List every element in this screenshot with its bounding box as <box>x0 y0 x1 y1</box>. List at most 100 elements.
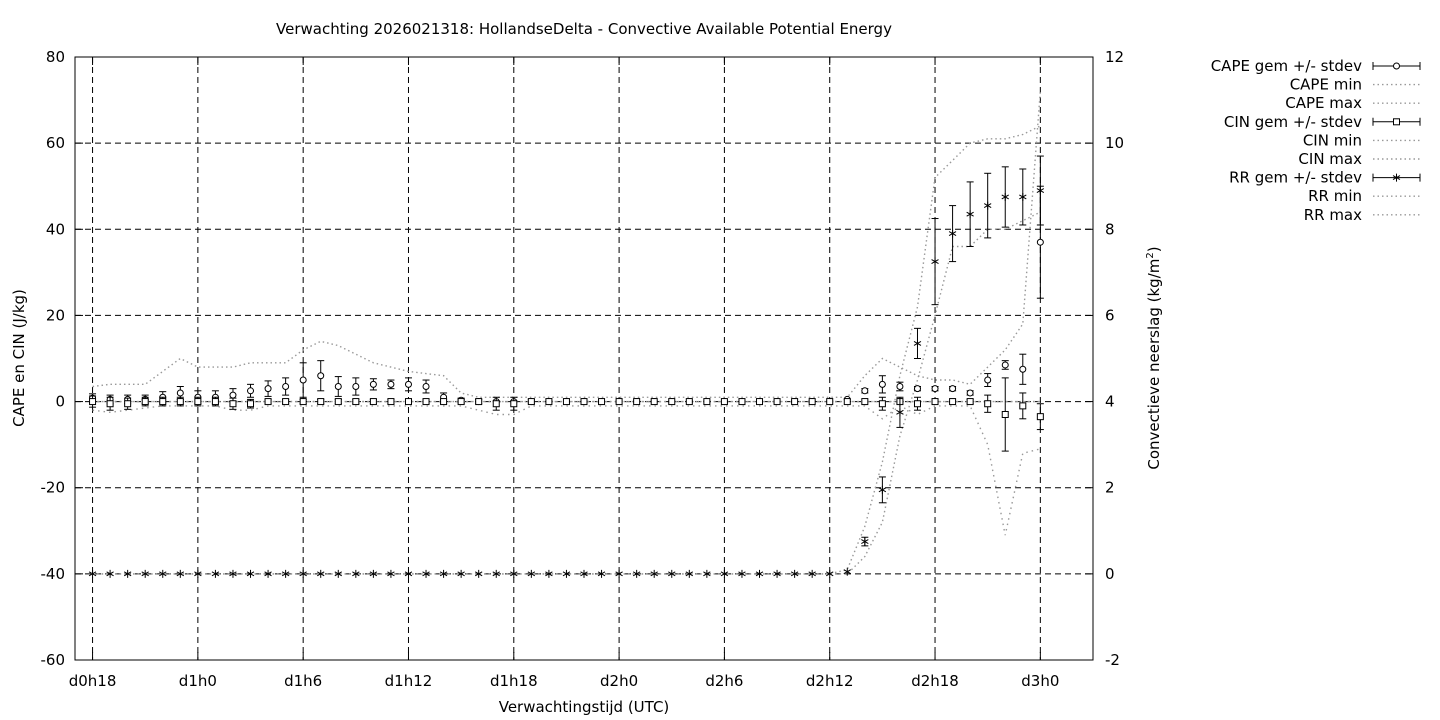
rr-mean-point <box>615 569 623 578</box>
cin-mean-point <box>808 398 816 406</box>
rr-mean-point-stroke <box>632 571 641 577</box>
cape-mean-point <box>984 376 992 384</box>
rr-mean-point-stroke <box>281 571 290 577</box>
legend-label-cape_min: CAPE min <box>1290 76 1362 94</box>
y2-axis-label: Convectieve neerslag (kg/m2) <box>1145 246 1163 469</box>
legend-label-cin_mean: CIN gem +/- stdev <box>1224 113 1362 131</box>
grid-lines <box>75 57 1093 660</box>
rr-mean-point <box>88 569 97 578</box>
rr-mean-point <box>861 537 869 546</box>
y2-axis-label-sup: 2 <box>1145 252 1156 258</box>
cin-mean-point <box>176 398 184 406</box>
rr-mean-point <box>580 569 588 578</box>
cin-mean-point <box>949 398 957 406</box>
plot-frame <box>74 56 1094 661</box>
cin-mean-point <box>878 400 886 408</box>
cape-mean-point <box>1019 365 1027 373</box>
legend-label-rr_min: RR min <box>1308 187 1362 205</box>
cin-mean-point <box>984 400 992 408</box>
legend-label-cape_mean: CAPE gem +/- stdev <box>1211 57 1362 75</box>
legend-label-cin_max: CIN max <box>1298 150 1362 168</box>
x-tick-label: d1h0 <box>179 672 217 690</box>
rr-mean-point <box>562 569 571 578</box>
rr-mean-point <box>1019 192 1027 201</box>
cape-mean-point <box>317 372 325 380</box>
rr-mean-point <box>159 569 167 578</box>
rr-mean-point-stroke <box>492 571 500 577</box>
rr-mean-point <box>316 569 325 578</box>
rr-mean-point-stroke <box>545 571 553 577</box>
rr-mean-point-stroke <box>229 571 237 577</box>
rr-mean-point-stroke <box>246 571 255 577</box>
cape-mean-point <box>878 380 886 388</box>
rr-mean-point <box>1036 186 1045 195</box>
rr-mean-point-stroke <box>159 571 167 577</box>
mean-markers <box>88 155 1045 578</box>
rr-mean-point-stroke <box>422 571 430 577</box>
rr-mean-point-stroke <box>474 571 483 577</box>
cin-mean-point <box>826 398 834 406</box>
cin-mean-point <box>194 398 202 406</box>
rr-mean-point <box>808 569 816 578</box>
x-tick-label: d2h6 <box>705 672 743 690</box>
cin-mean-point <box>457 398 465 406</box>
rr-mean-point-stroke <box>211 571 220 577</box>
rr-mean-point <box>755 569 764 578</box>
rr-mean-point <box>474 569 483 578</box>
cin-mean-point <box>440 398 448 406</box>
x-tick-label: d2h12 <box>806 672 854 690</box>
y-tick-label: 80 <box>46 48 65 66</box>
rr-mean-point <box>246 569 255 578</box>
cape-mean-point <box>352 382 360 390</box>
x-tick-label: d1h12 <box>385 672 433 690</box>
legend-sample-cin_mean-marker <box>1393 118 1400 126</box>
legend-sample-cape_mean <box>1372 62 1421 70</box>
rr-mean-point-stroke <box>983 203 992 209</box>
rr-mean-point <box>229 569 237 578</box>
rr-mean-point <box>738 569 746 578</box>
rr-mean-point-stroke <box>457 571 465 577</box>
cape-mean-point <box>966 389 974 397</box>
cape-mean-point <box>299 376 307 384</box>
cin-mean-point <box>106 400 114 408</box>
rr-mean-point-stroke <box>123 571 132 577</box>
rr-mean-point <box>632 569 641 578</box>
rr-mean-point <box>334 569 343 578</box>
cin-mean-point <box>562 398 570 406</box>
cin-mean-point <box>89 398 97 406</box>
y2-tick-label: 12 <box>1105 48 1124 66</box>
cape-mean-point <box>282 382 290 390</box>
rr-mean-point <box>404 569 413 578</box>
rr-mean-point <box>176 569 185 578</box>
legend-sample-cape_mean-marker <box>1393 62 1400 70</box>
rr-mean-point <box>1001 192 1009 201</box>
cape-mean-point <box>949 385 957 393</box>
legend-sample-rr_mean-marker <box>1392 173 1401 182</box>
cape-mean-point <box>1001 361 1009 369</box>
rr-mean-point <box>773 569 781 578</box>
rr-mean-point-stroke <box>948 231 957 237</box>
cin-mean-point <box>633 398 641 406</box>
cin-mean-point <box>598 398 606 406</box>
x-tick-label: d3h0 <box>1021 672 1059 690</box>
cin-mean-point <box>387 398 395 406</box>
rr-mean-point <box>948 229 957 238</box>
rr-mean-point-stroke <box>808 571 816 577</box>
rr-mean-point-stroke <box>896 409 904 415</box>
rr-mean-point <box>650 569 658 578</box>
cape-mean-point <box>229 391 237 399</box>
rr-mean-point <box>369 569 378 578</box>
rr-mean-point-stroke <box>316 571 325 577</box>
y-tick-label: 20 <box>46 306 65 324</box>
rr-mean-point <box>439 569 448 578</box>
y-tick-label: -60 <box>41 651 66 669</box>
rr-mean-point-stroke <box>1001 194 1009 200</box>
rr-mean-point <box>545 569 553 578</box>
rr-mean-point <box>931 257 939 266</box>
rr-mean-point <box>492 569 500 578</box>
x-axis-label: Verwachtingstijd (UTC) <box>499 698 670 716</box>
rr-mean-point <box>896 408 904 417</box>
legend-sample-rr_mean <box>1372 173 1421 182</box>
rr-mean-point-stroke <box>439 571 448 577</box>
